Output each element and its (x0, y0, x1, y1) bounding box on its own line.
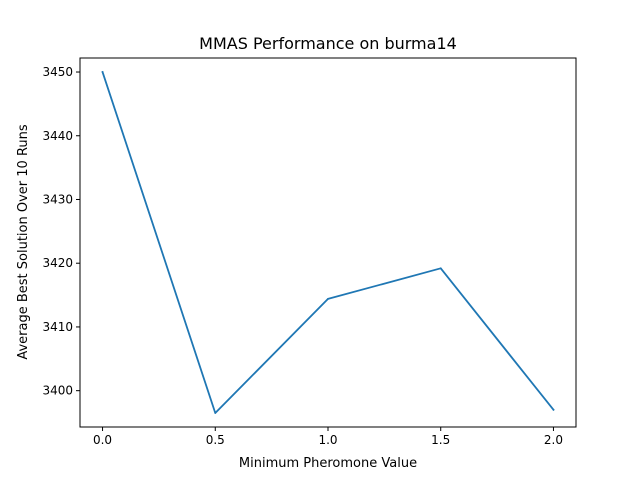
x-tick-label: 1.0 (318, 433, 337, 447)
y-tick-label: 3440 (42, 129, 73, 143)
data-point (101, 71, 104, 73)
y-tick-label: 3450 (42, 65, 73, 79)
x-axis-label: Minimum Pheromone Value (239, 456, 417, 471)
y-tick-label: 3400 (42, 384, 73, 398)
y-tick-label: 3420 (42, 256, 73, 270)
y-tick-label: 3410 (42, 320, 73, 334)
x-tick-label: 1.5 (431, 433, 450, 447)
data-point (439, 267, 442, 270)
chart-title: MMAS Performance on burma14 (199, 34, 457, 53)
plot-area: 0.0 0.5 1.0 1.5 2.0 3400 3410 3420 3430 3440 3450 (42, 57, 577, 447)
x-tick-label: 0.5 (206, 433, 225, 447)
data-point (327, 298, 329, 300)
x-tick-label: 0.0 (93, 433, 112, 447)
y-axis-label: Average Best Solution Over 10 Runs (16, 124, 31, 360)
data-point (214, 412, 217, 414)
y-tick-label: 3430 (42, 192, 73, 206)
data-point (552, 408, 555, 411)
x-tick-label: 2.0 (544, 433, 563, 447)
